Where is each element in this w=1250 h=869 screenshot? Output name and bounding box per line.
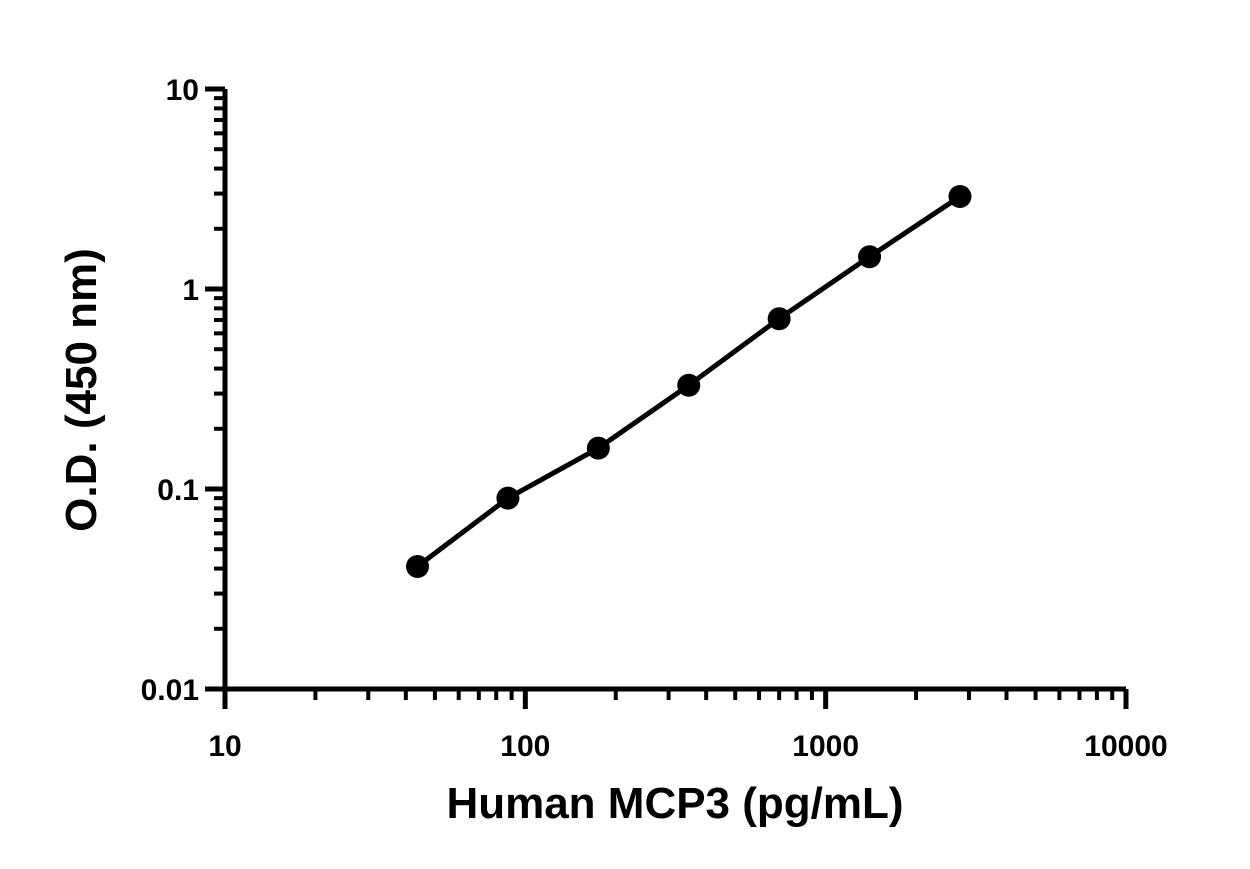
data-point	[858, 245, 882, 269]
x-tick-label: 10	[208, 730, 241, 763]
x-axis: 10 100 1000 10000	[208, 686, 1168, 763]
y-tick-label: 1	[182, 274, 199, 307]
data-point	[586, 436, 610, 460]
data-point	[948, 185, 972, 209]
data-point	[677, 373, 701, 397]
y-tick-label: 0.1	[157, 474, 199, 507]
y-axis: 0.01 0.1 1 10	[141, 74, 228, 707]
y-tick-label: 10	[166, 74, 199, 107]
data-point	[767, 307, 791, 331]
data-point	[496, 486, 520, 510]
y-axis-title: O.D. (450 nm)	[57, 248, 106, 532]
data-point	[406, 554, 430, 578]
plot-area	[406, 185, 972, 578]
y-ticks: 0.01 0.1 1 10	[141, 74, 225, 707]
x-tick-label: 10000	[1084, 730, 1167, 763]
x-tick-label: 100	[500, 730, 550, 763]
x-tick-label: 1000	[792, 730, 859, 763]
x-ticks: 10 100 1000 10000	[208, 689, 1168, 763]
y-tick-label: 0.01	[141, 674, 199, 707]
x-axis-title: Human MCP3 (pg/mL)	[446, 779, 903, 828]
